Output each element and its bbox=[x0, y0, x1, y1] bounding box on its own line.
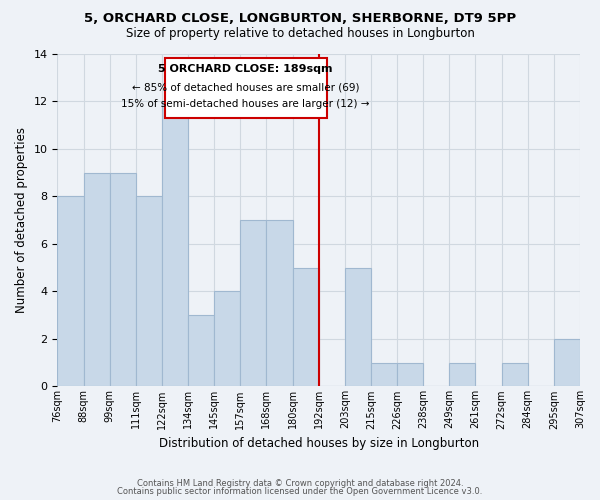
Text: Contains HM Land Registry data © Crown copyright and database right 2024.: Contains HM Land Registry data © Crown c… bbox=[137, 478, 463, 488]
Bar bbox=[162, 102, 188, 387]
Bar bbox=[241, 220, 266, 386]
Bar bbox=[371, 362, 397, 386]
Bar bbox=[554, 339, 580, 386]
Bar bbox=[83, 172, 110, 386]
Bar bbox=[345, 268, 371, 386]
X-axis label: Distribution of detached houses by size in Longburton: Distribution of detached houses by size … bbox=[158, 437, 479, 450]
Bar bbox=[110, 172, 136, 386]
Text: 5 ORCHARD CLOSE: 189sqm: 5 ORCHARD CLOSE: 189sqm bbox=[158, 64, 333, 74]
Bar bbox=[214, 292, 241, 386]
Text: Size of property relative to detached houses in Longburton: Size of property relative to detached ho… bbox=[125, 28, 475, 40]
Bar bbox=[266, 220, 293, 386]
Text: 15% of semi-detached houses are larger (12) →: 15% of semi-detached houses are larger (… bbox=[121, 99, 370, 109]
Text: 5, ORCHARD CLOSE, LONGBURTON, SHERBORNE, DT9 5PP: 5, ORCHARD CLOSE, LONGBURTON, SHERBORNE,… bbox=[84, 12, 516, 26]
Bar bbox=[293, 268, 319, 386]
Bar bbox=[397, 362, 423, 386]
Bar bbox=[449, 362, 475, 386]
Text: ← 85% of detached houses are smaller (69): ← 85% of detached houses are smaller (69… bbox=[132, 82, 359, 92]
Bar bbox=[136, 196, 162, 386]
Text: Contains public sector information licensed under the Open Government Licence v3: Contains public sector information licen… bbox=[118, 487, 482, 496]
Bar bbox=[502, 362, 528, 386]
Y-axis label: Number of detached properties: Number of detached properties bbox=[15, 127, 28, 313]
Bar bbox=[164, 58, 326, 118]
Bar bbox=[58, 196, 83, 386]
Bar bbox=[188, 315, 214, 386]
